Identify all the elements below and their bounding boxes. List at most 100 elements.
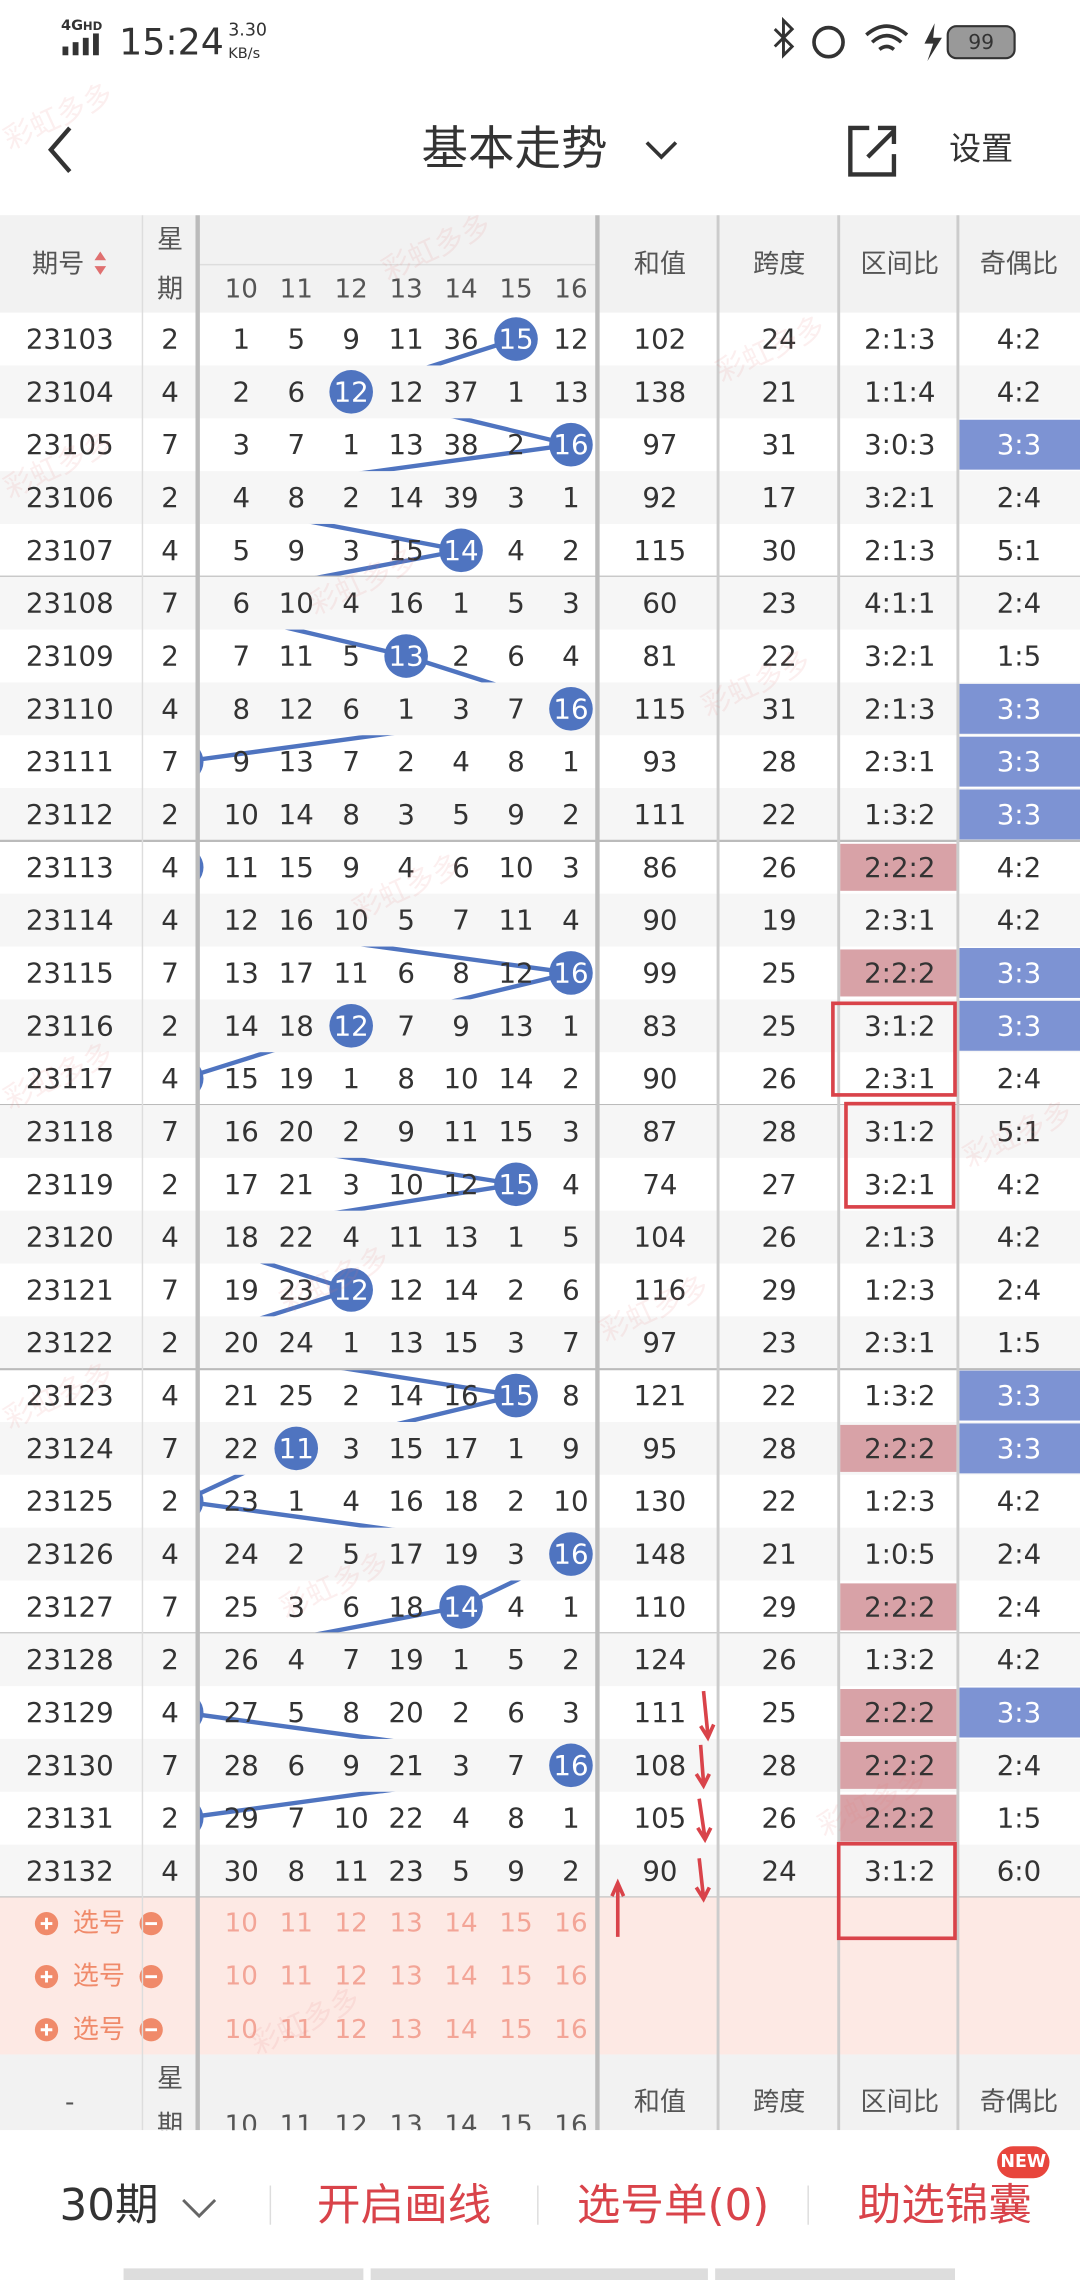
odd-even: 3:3 [997,428,1041,461]
ratio: 3:2:1 [864,639,935,672]
sum: 104 [634,1221,687,1254]
miss-count: 18 [444,1485,479,1518]
span: 28 [762,1749,797,1782]
page-title[interactable]: 基本走势 [422,121,608,175]
ratio: 2:2:2 [864,1432,935,1465]
miss-count: 12 [553,323,588,356]
miss-count: 3 [342,534,360,567]
period: 23111 [26,745,114,778]
odd-even: 4:2 [997,1221,1041,1254]
weekday: 4 [161,1221,179,1254]
miss-count: 2 [233,375,251,408]
period-dropdown[interactable] [182,2198,217,2219]
odd-even-highlight [959,1687,1080,1738]
weekday: 2 [161,1802,179,1835]
miss-count: 12 [279,692,314,725]
miss-count: 11 [279,639,314,672]
miss-count: 1 [562,1802,580,1835]
plus [40,1917,53,1930]
ratio: 1:3:2 [864,798,935,831]
miss-count: 8 [287,481,305,514]
row-bg [0,788,1080,841]
bottom-bar-bg [0,2130,1080,2280]
share-button[interactable] [848,125,897,177]
span: 25 [762,1696,797,1729]
miss-count: 16 [444,1379,479,1412]
odd-even: 4:2 [997,1643,1041,1676]
miss-count: 3 [507,481,525,514]
odd-even: 3:3 [997,956,1041,989]
sum: 87 [642,1115,677,1148]
speed-unit: KB/s [228,46,260,62]
odd-even: 4:2 [997,323,1041,356]
sum: 105 [634,1802,687,1835]
sum: 148 [634,1538,687,1571]
miss-count: 19 [389,1643,424,1676]
ratio: 3:1:2 [864,1009,935,1042]
span: 31 [762,428,797,461]
miss-count: 6 [287,1749,305,1782]
draw-lines-button[interactable]: 开启画线 [317,2181,491,2231]
miss-count: 9 [562,1432,580,1465]
weekday: 2 [161,1009,179,1042]
ratio: 3:2:1 [864,481,935,514]
odd-even-highlight [959,683,1080,734]
miss-count: 7 [342,1643,360,1676]
miss-count: 9 [452,1009,470,1042]
miss-count: 13 [498,1009,533,1042]
speed: 3.30 [228,21,267,41]
miss-count: 2 [452,639,470,672]
weekday: 4 [161,904,179,937]
hit-number: 13 [389,639,424,672]
sort-icon [94,251,107,275]
pick-list-button[interactable]: 选号单(0) [577,2181,770,2231]
ratio: 1:3:2 [864,1379,935,1412]
period-select[interactable]: 30期 [59,2181,158,2231]
tips-button[interactable]: 助选锦囊 [858,2181,1032,2231]
miss-count: 22 [389,1802,424,1835]
ratio-highlight [840,1583,957,1631]
odd-even: 3:3 [997,1009,1041,1042]
picker-number: 14 [444,1909,477,1939]
miss-count: 18 [389,1590,424,1623]
back-button[interactable] [47,126,72,174]
hit-number: 15 [498,1168,533,1201]
row-bg [0,1844,1080,1898]
weekday: 4 [161,1696,179,1729]
title-dropdown[interactable] [645,141,678,160]
miss-count: 24 [279,1326,314,1359]
span: 24 [762,323,797,356]
sum: 83 [642,1009,677,1042]
hit-ball [549,422,593,467]
picker-number: 15 [499,1962,532,1992]
red-box [836,1841,957,1941]
miss-count: 4 [397,851,415,884]
odd-even: 2:4 [997,1062,1041,1095]
miss-count: 14 [444,1273,479,1306]
sum: 92 [642,481,677,514]
miss-count: 26 [224,1643,259,1676]
miss-count: 8 [397,1062,415,1095]
period: 23130 [26,1749,114,1782]
ratio: 2:2:2 [864,1749,935,1782]
miss-count: 5 [397,904,415,937]
battery-icon [946,25,1016,60]
row-bg [0,471,1080,524]
sum: 93 [642,745,677,778]
sum: 95 [642,1432,677,1465]
column-header: 12 [335,274,368,304]
sum: 102 [634,323,687,356]
weekday: 2 [161,1168,179,1201]
span: 19 [762,904,797,937]
settings-button[interactable]: 设置 [949,129,1013,167]
miss-count: 5 [507,1643,525,1676]
span: 22 [762,1485,797,1518]
miss-count: 12 [224,904,259,937]
miss-count: 10 [389,1168,424,1201]
miss-count: 1 [287,1485,305,1518]
period: 23131 [26,1802,114,1835]
hit-ball [274,1426,319,1471]
row-bg [0,1105,1080,1158]
ratio: 2:1:3 [864,1221,935,1254]
